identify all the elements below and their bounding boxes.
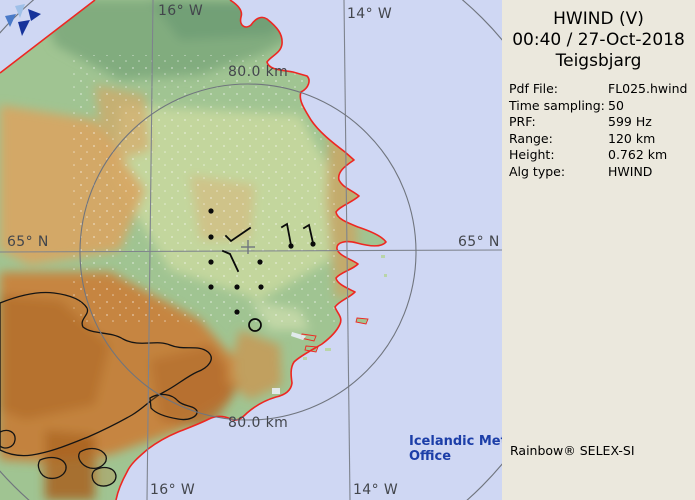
radar-overlay	[0, 0, 502, 500]
info-row-alg-type: Alg type: HWIND	[509, 164, 695, 181]
info-label: Height:	[509, 147, 555, 163]
info-row-range: Range: 120 km	[509, 131, 695, 148]
met-office-pinwheel-icon	[5, 4, 41, 36]
info-label: PRF:	[509, 114, 536, 130]
info-label: Pdf File:	[509, 81, 558, 96]
islands	[272, 255, 387, 394]
site-name: Teigsbjarg	[555, 51, 642, 71]
grid-label-14w-top: 14° W	[347, 6, 393, 22]
info-value: 50	[608, 97, 624, 113]
info-row-height: Height: 0.762 km	[509, 147, 695, 164]
info-rows: Pdf File: FL025.hwind Time sampling: 50 …	[502, 81, 695, 181]
grid-label-16w-top: 16° W	[158, 3, 204, 19]
info-panel: HWIND (V) 00:40 / 27-Oct-2018 Teigsbjarg…	[502, 0, 695, 500]
info-row-pdf-file: Pdf File: FL025.hwind	[509, 81, 695, 98]
range-label-80km-top: 80.0 km	[228, 64, 289, 80]
met-office-logo: Icelandic Met Office	[409, 434, 502, 464]
info-label: Range:	[509, 130, 553, 146]
brand-label: Rainbow® SELEX-SI	[510, 443, 635, 458]
grid-label-16w-bottom: 16° W	[150, 482, 196, 498]
range-label-80km-bottom: 80.0 km	[228, 415, 289, 431]
grid-label-14w-bottom: 14° W	[353, 482, 399, 498]
info-label: Time sampling:	[509, 97, 605, 113]
product-title: HWIND (V)	[553, 9, 644, 29]
graticule	[0, 0, 502, 500]
terrain-map	[0, 0, 502, 500]
timestamp: 00:40 / 27-Oct-2018	[512, 30, 685, 50]
info-row-time-sampling: Time sampling: 50	[509, 98, 695, 115]
met-office-logo-line2: Office	[409, 449, 452, 464]
info-value: 599 Hz	[608, 114, 652, 130]
radar-map: 16° W 14° W 80.0 km 65° N 65° N 80.0 km …	[0, 0, 502, 500]
info-label: Alg type:	[509, 163, 566, 179]
grid-label-65n-left: 65° N	[7, 234, 49, 250]
info-value: HWIND	[608, 163, 653, 179]
panel-title: HWIND (V) 00:40 / 27-Oct-2018 Teigsbjarg	[502, 9, 695, 72]
info-value: 0.762 km	[608, 147, 668, 163]
met-office-logo-line1: Icelandic Met	[409, 434, 502, 449]
info-row-prf: PRF: 599 Hz	[509, 114, 695, 131]
info-value: 120 km	[608, 130, 656, 146]
glacier-outlines	[0, 291, 212, 487]
info-value: FL025.hwind	[608, 81, 688, 96]
grid-label-65n-right: 65° N	[458, 234, 500, 250]
